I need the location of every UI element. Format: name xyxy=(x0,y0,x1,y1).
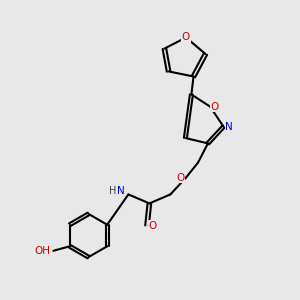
Text: O: O xyxy=(182,32,190,43)
Text: O: O xyxy=(210,101,219,112)
Text: O: O xyxy=(176,172,185,183)
Text: N: N xyxy=(225,122,233,132)
Text: N: N xyxy=(117,186,125,196)
Text: OH: OH xyxy=(34,246,50,256)
Text: H: H xyxy=(109,186,116,196)
Text: O: O xyxy=(148,220,157,231)
